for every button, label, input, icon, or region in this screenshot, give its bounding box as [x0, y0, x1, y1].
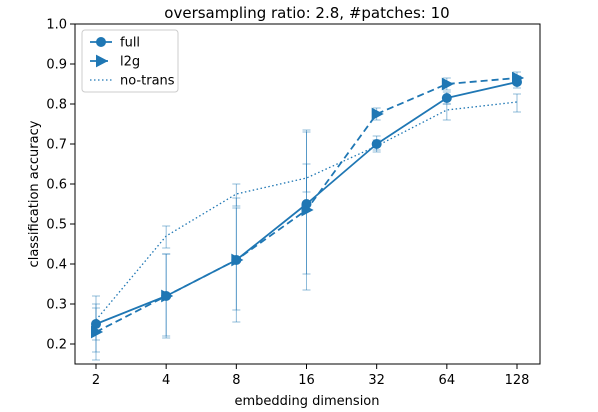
y-tick-label: 0.7 [46, 138, 67, 153]
data-point-l2g [91, 325, 104, 339]
legend-label-no-trans: no-trans [120, 74, 175, 89]
data-point-l2g [301, 203, 314, 217]
y-tick-label: 0.3 [46, 298, 67, 313]
y-axis: 0.2 0.3 0.4 0.5 0.6 0.7 0.8 0.9 1.0 [46, 18, 75, 353]
legend-label-l2g: l2g [120, 55, 140, 70]
series-markers [91, 71, 525, 339]
y-tick-label: 0.9 [46, 58, 67, 73]
y-axis-label: classification accuracy [27, 120, 42, 267]
x-axis: 2 4 8 16 32 64 128 [92, 364, 530, 388]
y-tick-label: 0.5 [46, 218, 67, 233]
data-point-l2g [231, 253, 244, 267]
y-tick-label: 0.4 [46, 258, 67, 273]
x-tick-label: 2 [92, 373, 100, 388]
x-tick-label: 4 [162, 373, 170, 388]
legend-box [81, 29, 179, 93]
legend-marker-full [96, 37, 106, 47]
data-point-l2g [371, 107, 384, 121]
x-tick-label: 128 [505, 373, 530, 388]
data-point-full [371, 139, 382, 149]
x-tick-label: 8 [232, 373, 240, 388]
data-point-full [441, 93, 452, 103]
x-tick-label: 32 [368, 373, 385, 388]
y-tick-label: 0.2 [46, 338, 67, 353]
y-tick-label: 0.6 [46, 178, 67, 193]
x-axis-label: embedding dimension [235, 394, 380, 409]
x-tick-label: 16 [298, 373, 315, 388]
data-point-l2g [512, 71, 525, 85]
series-line-no-trans [95, 101, 518, 321]
legend-label-full: full [120, 36, 140, 51]
chart-title: oversampling ratio: 2.8, #patches: 10 [164, 4, 449, 22]
legend-marker-l2g [96, 54, 109, 68]
x-tick-label: 64 [439, 373, 456, 388]
y-tick-label: 0.8 [46, 98, 67, 113]
data-point-l2g [441, 77, 454, 91]
legend: full l2g no-trans [81, 29, 179, 93]
data-point-l2g [161, 289, 174, 303]
y-tick-label: 1.0 [46, 18, 67, 33]
